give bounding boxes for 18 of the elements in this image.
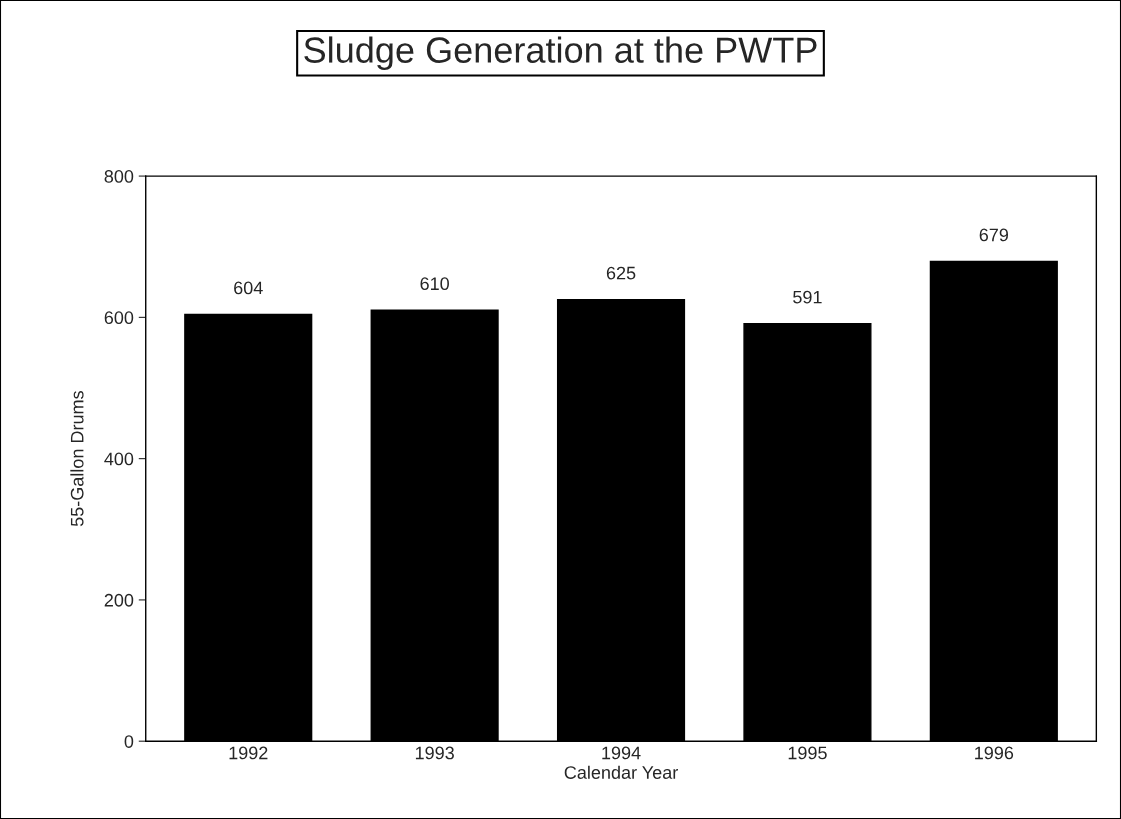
y-tick-label: 0	[124, 735, 134, 748]
x-tick-label: 1995	[788, 746, 827, 760]
y-tick-label: 400	[104, 452, 134, 466]
y-tick-label: 800	[104, 170, 134, 183]
x-tick-label: 1992	[229, 746, 268, 760]
data-label: 604	[234, 281, 263, 295]
chart-title: Sludge Generation at the PWTP	[304, 36, 817, 71]
x-axis-title: Calendar Year	[564, 765, 678, 779]
x-tick-label: 1993	[415, 746, 454, 760]
y-axis-title: 55-Gallon Drums	[70, 391, 84, 527]
data-label: 679	[979, 228, 1009, 242]
y-tick-label: 600	[104, 311, 134, 325]
x-tick-label: 1994	[602, 746, 641, 760]
data-label: 591	[793, 290, 822, 304]
data-label: 610	[420, 277, 449, 291]
data-label: 625	[606, 266, 636, 280]
y-tick-label: 200	[104, 593, 134, 607]
x-tick-label: 1996	[975, 746, 1014, 760]
